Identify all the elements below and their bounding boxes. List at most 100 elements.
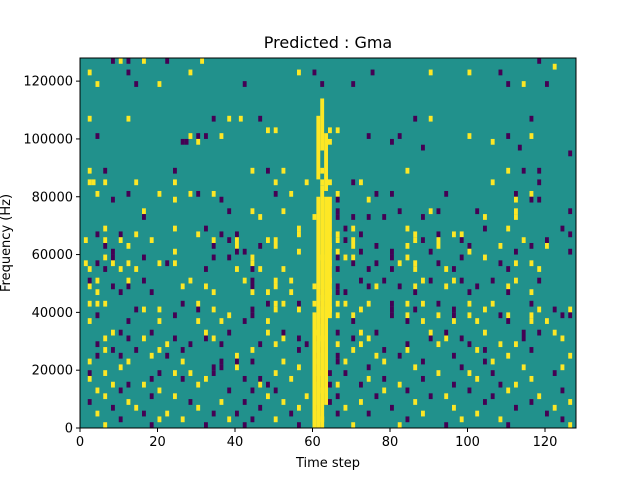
heatmap-cell (467, 341, 472, 348)
heatmap-cell (390, 306, 394, 313)
heatmap-cell (529, 115, 534, 122)
heatmap-cell (196, 133, 201, 139)
heatmap-cell (273, 277, 278, 284)
heatmap-cell (126, 358, 131, 365)
heatmap-cell (219, 231, 224, 238)
heatmap-cell (118, 231, 123, 238)
heatmap-cell (118, 289, 123, 296)
heatmap-cell (382, 347, 387, 353)
heatmap-cell (165, 58, 170, 64)
heatmap-cell (103, 370, 108, 376)
heatmap-cell (266, 393, 270, 400)
heatmap-cell (529, 196, 534, 203)
heatmap-cell (95, 352, 100, 359)
heatmap-cell (444, 190, 449, 197)
heatmap-cell (173, 260, 177, 267)
heatmap-cell (390, 138, 394, 145)
heatmap-cell (552, 329, 557, 336)
heatmap-cell (475, 208, 480, 215)
heatmap-cell (273, 179, 278, 186)
heatmap-cell (118, 266, 123, 272)
heatmap-cell (382, 358, 387, 365)
heatmap-cell (111, 283, 115, 290)
heatmap-cell (211, 289, 216, 296)
heatmap-cell (250, 167, 255, 174)
heatmap-cell (103, 243, 108, 249)
heatmap-cell (351, 347, 356, 353)
heatmap-cell (428, 329, 433, 336)
heatmap-cell (219, 364, 224, 371)
heatmap-cell (560, 416, 565, 423)
heatmap-cell (382, 214, 387, 220)
heatmap-cell (328, 399, 332, 405)
heatmap-cell (545, 410, 549, 417)
heatmap-cell (103, 422, 108, 428)
heatmap-cell (335, 190, 340, 197)
heatmap-cell (281, 399, 286, 405)
heatmap-cell (343, 289, 348, 296)
heatmap-cell (552, 404, 557, 411)
heatmap-cell (250, 260, 255, 267)
heatmap-band-cell (312, 312, 317, 429)
heatmap-cell (506, 318, 511, 324)
heatmap-cell (390, 300, 394, 307)
heatmap-cell (359, 231, 363, 238)
heatmap-cell (436, 260, 441, 267)
heatmap-cell (211, 370, 216, 376)
heatmap-cell (537, 393, 542, 400)
heatmap-cell (545, 81, 549, 87)
heatmap-cell (289, 375, 294, 382)
heatmap-cell (529, 300, 534, 307)
heatmap-cell (428, 335, 433, 342)
heatmap-cell (180, 283, 185, 290)
heatmap-cell (235, 410, 239, 417)
heatmap-cell (467, 69, 472, 76)
heatmap-cell (421, 375, 425, 382)
heatmap-cell (188, 69, 193, 76)
heatmap-cell (95, 341, 100, 348)
heatmap-cell (211, 243, 216, 249)
heatmap-cell (405, 416, 410, 423)
heatmap-cell (413, 115, 418, 122)
heatmap-cell (335, 312, 340, 319)
heatmap-cell (366, 214, 371, 220)
heatmap-cell (297, 364, 301, 371)
heatmap-cell (188, 370, 193, 376)
y-axis: 0 20000 40000 60000 80000 100000 120000 (23, 75, 80, 437)
heatmap-cell (529, 190, 534, 197)
heatmap-cell (374, 190, 379, 197)
heatmap-cell (235, 266, 239, 272)
heatmap-cell (266, 329, 270, 336)
heatmap-cell (405, 341, 410, 348)
heatmap-cell (87, 283, 92, 290)
heatmap-cell (568, 352, 573, 359)
heatmap-cell (134, 347, 139, 353)
heatmap-cell (250, 416, 255, 423)
heatmap-cell (444, 266, 449, 272)
heatmap-cell (490, 277, 495, 284)
heatmap-cell (366, 335, 371, 342)
heatmap-cell (111, 254, 115, 261)
heatmap-cell (359, 399, 363, 405)
heatmap-cell (467, 312, 472, 319)
heatmap-cell (173, 225, 177, 232)
heatmap-cell (297, 422, 301, 428)
heatmap-cell (111, 196, 115, 203)
heatmap-cell (374, 260, 379, 267)
heatmap-cell (219, 358, 224, 365)
heatmap-cell (266, 237, 270, 243)
heatmap-cell (297, 231, 301, 238)
heatmap-cell (359, 329, 363, 336)
heatmap-cell (95, 277, 100, 284)
heatmap-cell (374, 243, 379, 249)
heatmap-cell (374, 393, 379, 400)
heatmap-cell (320, 167, 325, 174)
heatmap-cell (428, 69, 433, 76)
heatmap-cell (250, 277, 255, 284)
heatmap-cell (421, 144, 425, 151)
heatmap-cell (436, 312, 441, 319)
heatmap-cell (173, 167, 177, 174)
heatmap-cell (196, 404, 201, 411)
heatmap-cell (103, 254, 108, 261)
heatmap-cell (335, 410, 340, 417)
